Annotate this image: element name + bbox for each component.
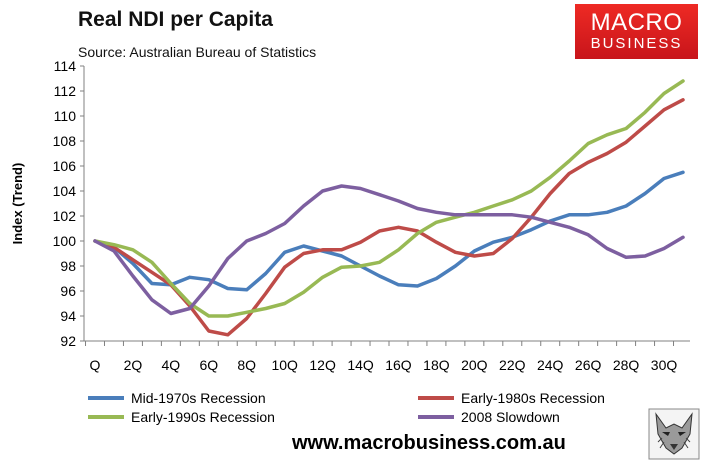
x-tick-label: 28Q [613,357,640,373]
y-tick-label: 100 [53,233,77,249]
y-tick-label: 96 [60,283,76,299]
chart-axes: 92 94 96 98 100 102 104 106 108 110 112 114 Q 2Q 4Q 6Q 8… [10,58,690,373]
x-tick-label: 20Q [461,357,488,373]
logo-line-macro: MACRO [590,9,683,36]
legend-entry: Early-1990s Recession [131,409,275,425]
y-tick-label: 104 [53,183,77,199]
y-tick-label: 112 [54,83,77,99]
y-tick-label: 92 [60,333,76,349]
x-tick-label: Q [90,357,101,373]
chart-subtitle: Source: Australian Bureau of Statistics [78,44,317,60]
y-tick-label: 102 [53,208,77,224]
x-tick-label: 8Q [237,357,256,373]
chart-title: Real NDI per Capita [78,8,273,31]
y-tick-label: 98 [60,258,76,274]
series-line-early-1980s-recession [93,98,685,337]
y-axis-label: Index (Trend) [10,163,25,245]
x-tick-label: 12Q [309,357,336,373]
legend-entry: Early-1980s Recession [461,390,605,406]
series-line-2008-slowdown [93,184,685,316]
x-tick-label: 2Q [124,357,143,373]
website-url: www.macrobusiness.com.au [292,432,566,454]
x-tick-label: 18Q [423,357,450,373]
x-tick-label: 4Q [162,357,181,373]
x-tick-label: 24Q [537,357,564,373]
x-tick-label: 6Q [199,357,218,373]
x-tick-label: 14Q [347,357,374,373]
x-tick-label: 22Q [499,357,526,373]
x-tick-label: 30Q [651,357,678,373]
x-tick-label: 26Q [575,357,602,373]
y-tick-label: 94 [60,308,76,324]
y-tick-label: 114 [54,58,77,74]
wolf-icon [648,408,700,460]
macrobusiness-logo: MACRO BUSINESS [575,4,698,59]
chart-legend: Mid-1970s Recession Early-1980s Recession… [88,390,605,425]
y-tick-label: 106 [53,158,77,174]
chart-series [93,79,685,337]
legend-entry: Mid-1970s Recession [131,390,266,406]
logo-line-business: BUSINESS [590,35,683,52]
series-line-mid-1970s-recession [93,170,685,292]
x-tick-label: 10Q [271,357,298,373]
y-tick-label: 110 [54,108,77,124]
x-tick-label: 16Q [385,357,412,373]
legend-entry: 2008 Slowdown [461,409,560,425]
y-tick-label: 108 [53,133,77,149]
